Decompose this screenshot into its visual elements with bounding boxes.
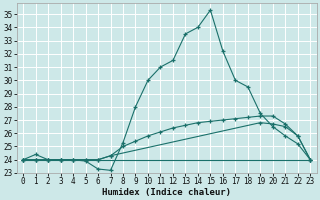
X-axis label: Humidex (Indice chaleur): Humidex (Indice chaleur) <box>102 188 231 197</box>
